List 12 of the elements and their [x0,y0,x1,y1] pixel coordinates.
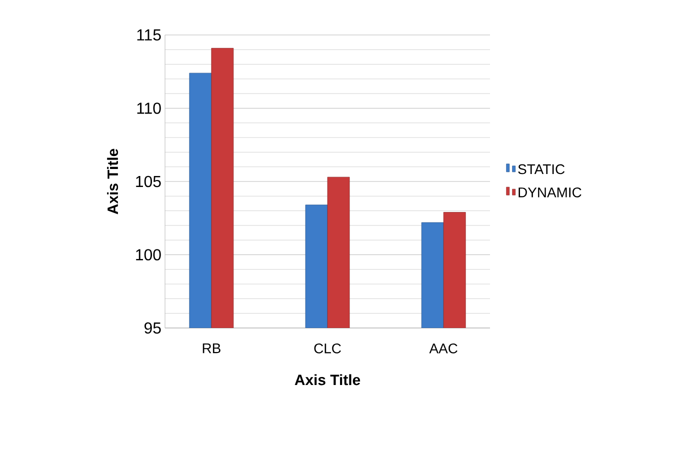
y-tick-label: 110 [137,102,161,114]
y-tick-label: 105 [136,176,161,188]
y-tick-label: 115 [137,29,161,41]
y-tick-label: 100 [136,249,161,260]
legend-label: DYNAMIC [518,187,582,198]
x-tick-label: RB [202,344,220,354]
legend-label: STATIC [518,164,565,174]
y-tick-label: 95 [144,322,161,334]
x-tick-label: AAC [429,343,458,354]
x-axis-title: Axis Title [294,374,360,386]
x-tick-label: CLC [314,343,341,354]
y-axis-title: Axis Title [107,148,118,214]
